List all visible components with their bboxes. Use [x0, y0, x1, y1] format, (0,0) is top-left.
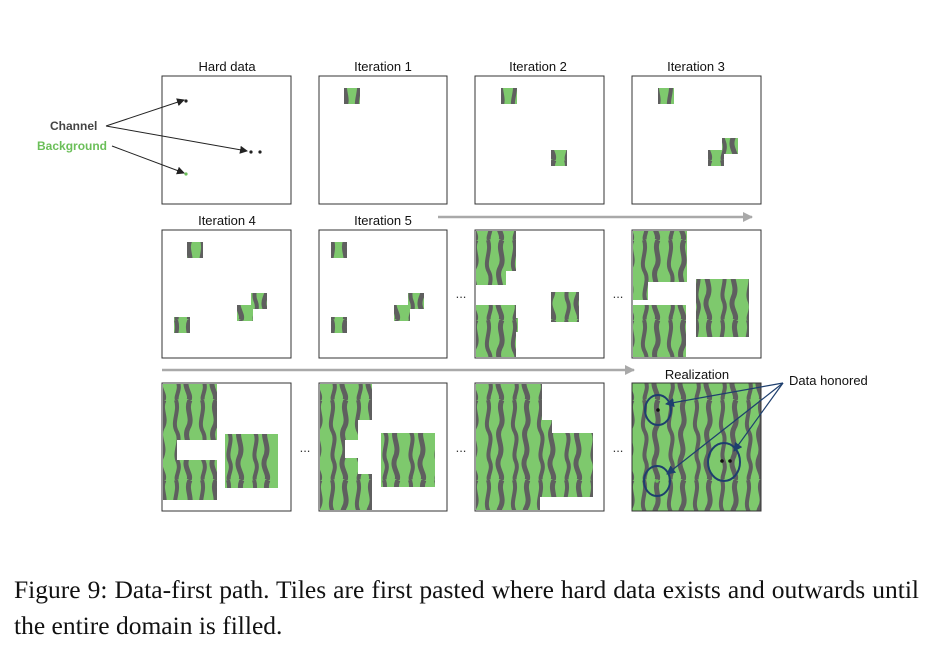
- tile: [174, 317, 190, 333]
- label-data-honored: Data honored: [789, 373, 868, 388]
- tile: [408, 293, 424, 309]
- panel-hard-data: [161, 75, 292, 205]
- hard-data-point: [258, 150, 262, 154]
- tile: [722, 138, 738, 154]
- tile: [251, 293, 267, 309]
- tile: [551, 150, 567, 166]
- panel-intermediate-c: [161, 382, 292, 512]
- tile: [501, 88, 517, 104]
- hard-data-point: [184, 99, 188, 103]
- hard-data-point: [249, 150, 253, 154]
- panel-iteration-5: [318, 229, 448, 359]
- panel-intermediate-b: [631, 229, 762, 359]
- ellipsis: ...: [613, 286, 624, 301]
- panel-iteration-1: [318, 75, 448, 205]
- panel-iteration-4: [161, 229, 292, 359]
- data-honored-circle: [643, 465, 671, 497]
- label-realization: Realization: [665, 367, 729, 382]
- panel-iteration-3: [631, 75, 762, 205]
- panel-intermediate-e: [474, 382, 605, 512]
- tile: [187, 242, 203, 258]
- label-iteration-1: Iteration 1: [354, 59, 412, 74]
- tile: [658, 88, 674, 104]
- tile: [331, 242, 347, 258]
- legend-channel: Channel: [50, 119, 97, 133]
- tile: [237, 305, 253, 321]
- label-iteration-3: Iteration 3: [667, 59, 725, 74]
- label-hard-data: Hard data: [198, 59, 256, 74]
- hard-data-point: [184, 172, 188, 176]
- tile: [708, 150, 724, 166]
- tile: [344, 88, 360, 104]
- label-iteration-2: Iteration 2: [509, 59, 567, 74]
- legend-background: Background: [37, 139, 107, 153]
- tile: [394, 305, 410, 321]
- ellipsis: ...: [613, 440, 624, 455]
- pointer-arrow: [105, 98, 185, 127]
- panel-iteration-2: [474, 75, 605, 205]
- label-iteration-4: Iteration 4: [198, 213, 256, 228]
- figure-caption: Figure 9: Data-first path. Tiles are fir…: [14, 575, 919, 640]
- ellipsis: ...: [456, 440, 467, 455]
- figure-9-diagram: Hard data Channel Background Iteration 1…: [37, 59, 868, 512]
- ellipsis: ...: [456, 286, 467, 301]
- honored-arrow: [665, 382, 784, 408]
- panel-realization: [631, 382, 762, 512]
- ellipsis: ...: [300, 440, 311, 455]
- tile: [331, 317, 347, 333]
- honored-arrow: [733, 382, 784, 452]
- pointer-arrow: [105, 125, 248, 154]
- label-iteration-5: Iteration 5: [354, 213, 412, 228]
- data-honored-circle: [707, 442, 741, 482]
- honored-arrow: [666, 382, 784, 475]
- data-honored-circle: [644, 394, 672, 426]
- panel-intermediate-a: [474, 229, 605, 359]
- panel-intermediate-d: [318, 382, 448, 512]
- pointer-arrow: [111, 145, 185, 175]
